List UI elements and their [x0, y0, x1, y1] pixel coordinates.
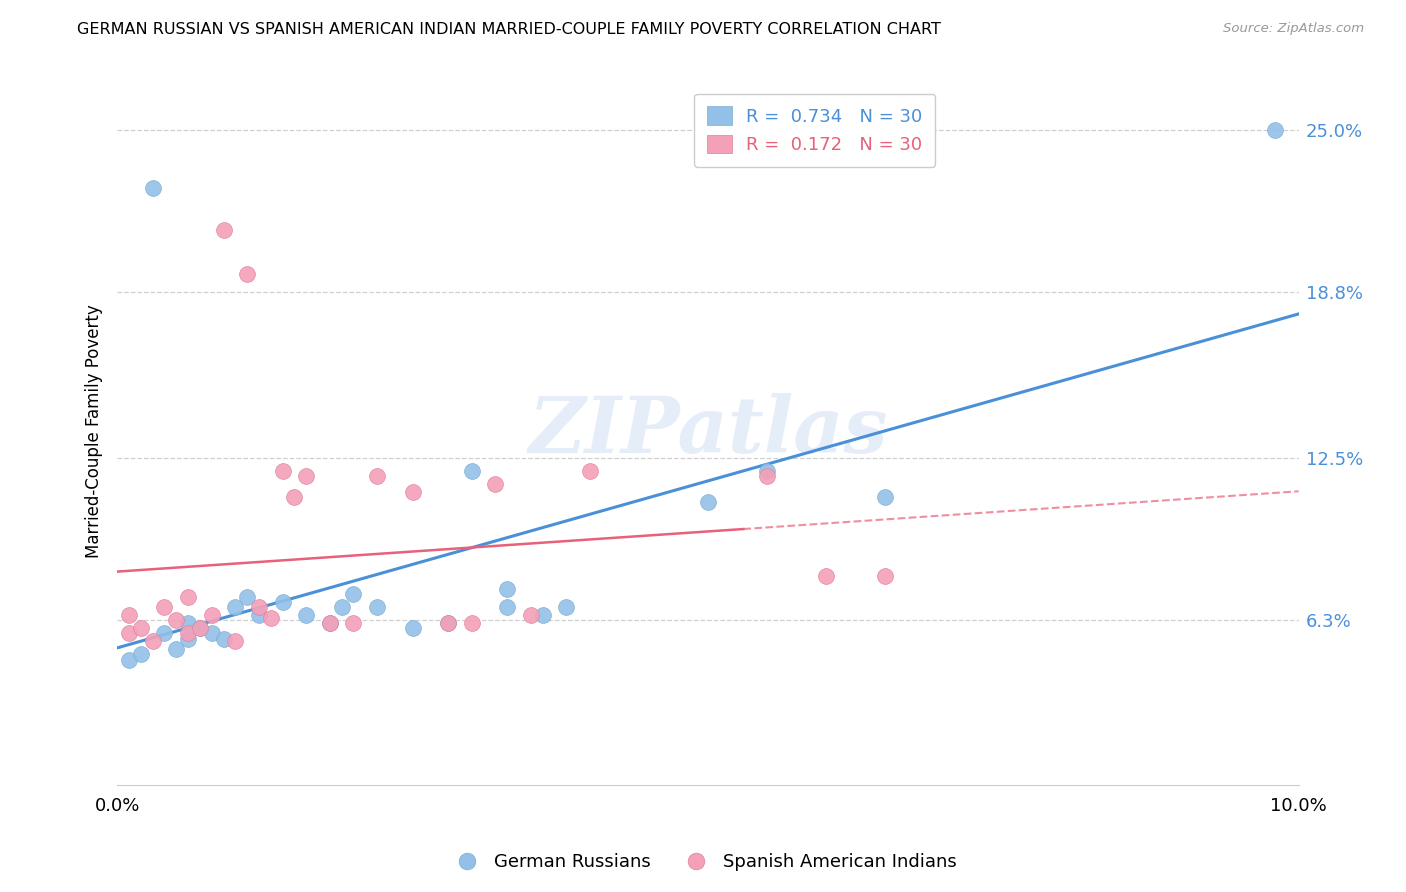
Point	[142, 634, 165, 648]
Point	[224, 600, 246, 615]
Point	[165, 642, 187, 657]
Point	[437, 615, 460, 630]
Point	[815, 568, 838, 582]
Point	[319, 615, 342, 630]
Point	[271, 595, 294, 609]
Point	[177, 632, 200, 646]
Point	[756, 469, 779, 483]
Legend: German Russians, Spanish American Indians: German Russians, Spanish American Indian…	[441, 847, 965, 879]
Point	[260, 610, 283, 624]
Point	[271, 464, 294, 478]
Point	[224, 634, 246, 648]
Point	[129, 621, 152, 635]
Point	[330, 600, 353, 615]
Point	[531, 607, 554, 622]
Point	[496, 582, 519, 596]
Point	[118, 626, 141, 640]
Point	[437, 615, 460, 630]
Point	[177, 590, 200, 604]
Point	[342, 587, 364, 601]
Point	[188, 621, 211, 635]
Point	[401, 484, 423, 499]
Point	[697, 495, 720, 509]
Legend: R =  0.734   N = 30, R =  0.172   N = 30: R = 0.734 N = 30, R = 0.172 N = 30	[695, 94, 935, 167]
Point	[118, 652, 141, 666]
Point	[153, 626, 176, 640]
Point	[201, 607, 224, 622]
Point	[460, 464, 482, 478]
Point	[142, 180, 165, 194]
Point	[578, 464, 600, 478]
Point	[295, 469, 318, 483]
Point	[236, 267, 259, 281]
Point	[177, 615, 200, 630]
Text: ZIPatlas: ZIPatlas	[529, 393, 887, 470]
Point	[212, 222, 235, 236]
Point	[519, 607, 541, 622]
Y-axis label: Married-Couple Family Poverty: Married-Couple Family Poverty	[86, 304, 103, 558]
Point	[555, 600, 578, 615]
Point	[484, 476, 506, 491]
Point	[165, 613, 187, 627]
Point	[401, 621, 423, 635]
Point	[201, 626, 224, 640]
Point	[366, 600, 388, 615]
Point	[342, 615, 364, 630]
Point	[247, 600, 270, 615]
Point	[247, 607, 270, 622]
Point	[875, 568, 897, 582]
Point	[1264, 123, 1286, 137]
Point	[319, 615, 342, 630]
Point	[366, 469, 388, 483]
Point	[295, 607, 318, 622]
Text: GERMAN RUSSIAN VS SPANISH AMERICAN INDIAN MARRIED-COUPLE FAMILY POVERTY CORRELAT: GERMAN RUSSIAN VS SPANISH AMERICAN INDIA…	[77, 22, 941, 37]
Point	[236, 590, 259, 604]
Point	[756, 464, 779, 478]
Point	[129, 648, 152, 662]
Point	[283, 490, 305, 504]
Point	[875, 490, 897, 504]
Point	[460, 615, 482, 630]
Point	[153, 600, 176, 615]
Point	[212, 632, 235, 646]
Point	[118, 607, 141, 622]
Point	[496, 600, 519, 615]
Text: Source: ZipAtlas.com: Source: ZipAtlas.com	[1223, 22, 1364, 36]
Point	[177, 626, 200, 640]
Point	[188, 621, 211, 635]
